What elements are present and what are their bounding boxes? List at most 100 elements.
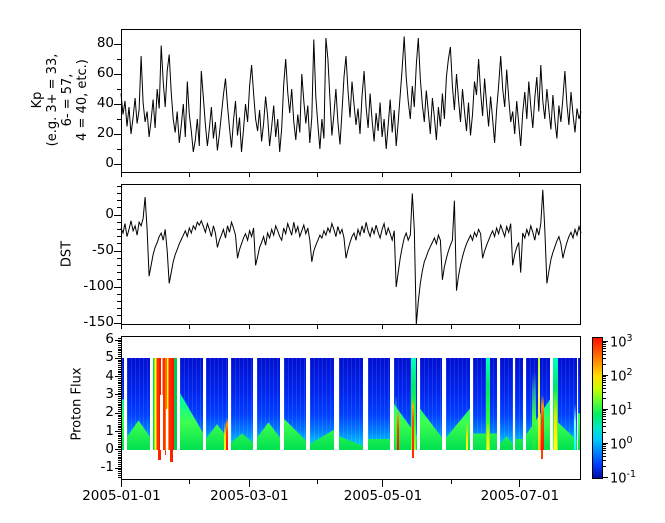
flux-minor-tick bbox=[118, 462, 121, 464]
colorbar-minor-tick bbox=[603, 447, 606, 449]
dst-minor-tick bbox=[117, 315, 121, 317]
flux-data-gap bbox=[160, 394, 164, 450]
flux-enhancement-streak bbox=[396, 408, 400, 450]
dst-xtick bbox=[382, 325, 384, 329]
flux-ytick-label: 1 bbox=[105, 422, 114, 439]
dst-minor-tick bbox=[117, 221, 121, 223]
flux-data-block bbox=[257, 358, 280, 450]
colorbar-minor-tick bbox=[603, 364, 606, 366]
flux-low-energy-zone bbox=[257, 422, 280, 450]
flux-data-block bbox=[368, 358, 390, 450]
colorbar-minor-tick bbox=[603, 358, 606, 360]
kp-major-tick bbox=[114, 163, 121, 165]
flux-data-block bbox=[420, 358, 442, 450]
dst-minor-tick bbox=[117, 236, 121, 238]
flux-enhancement-streak bbox=[487, 420, 490, 450]
flux-minor-tick bbox=[118, 473, 121, 475]
flux-major-tick bbox=[115, 449, 121, 451]
flux-minor-tick bbox=[118, 405, 121, 407]
flux-minor-tick bbox=[118, 370, 121, 372]
dst-minor-tick bbox=[117, 272, 121, 274]
colorbar-label-exponent: 1 bbox=[626, 401, 633, 412]
colorbar-label-base: 10 bbox=[610, 369, 627, 385]
colorbar-minor-tick bbox=[603, 444, 606, 446]
colorbar-tick-label: 10-1 bbox=[610, 469, 636, 485]
flux-minor-tick bbox=[118, 388, 121, 390]
dst-major-tick bbox=[114, 286, 121, 288]
flux-minor-tick bbox=[118, 445, 121, 447]
kp-xtick bbox=[451, 173, 452, 177]
flux-minor-tick bbox=[118, 436, 121, 438]
flux-minor-tick bbox=[118, 368, 121, 370]
kp-minor-tick bbox=[117, 88, 121, 90]
dst-minor-tick bbox=[117, 207, 121, 209]
colorbar-major-tick bbox=[603, 476, 608, 478]
kp-ytick-label: 40 bbox=[96, 95, 114, 111]
dst-ytick-label: -50 bbox=[91, 242, 114, 258]
flux-minor-tick bbox=[118, 427, 121, 429]
proton-flux-heatmap bbox=[121, 358, 581, 462]
flux-event-tail bbox=[164, 450, 167, 455]
flux-minor-tick bbox=[118, 346, 121, 348]
flux-minor-tick bbox=[118, 361, 121, 363]
flux-data-block bbox=[446, 358, 470, 450]
colorbar-tick-label: 103 bbox=[610, 333, 633, 349]
xaxis-minor-tick bbox=[188, 480, 190, 484]
flux-data-block bbox=[180, 358, 203, 450]
kp-xtick bbox=[188, 173, 190, 177]
dst-minor-tick bbox=[117, 200, 121, 202]
colorbar-minor-tick bbox=[603, 426, 606, 428]
flux-low-energy-zone bbox=[500, 436, 513, 450]
flux-data-block bbox=[231, 358, 253, 450]
flux-ytick-label: 5 bbox=[105, 349, 114, 366]
flux-minor-tick bbox=[118, 392, 121, 394]
flux-minor-tick bbox=[118, 401, 121, 403]
flux-minor-tick bbox=[118, 377, 121, 379]
colorbar-minor-tick bbox=[603, 376, 606, 378]
flux-data-block bbox=[127, 358, 150, 450]
flux-event-tail bbox=[412, 450, 414, 458]
flux-minor-tick bbox=[118, 438, 121, 440]
flux-minor-tick bbox=[118, 441, 121, 443]
kp-panel bbox=[121, 29, 581, 173]
flux-minor-tick bbox=[118, 398, 121, 400]
flux-minor-tick bbox=[118, 359, 121, 361]
colorbar-minor-tick bbox=[603, 392, 606, 394]
flux-enhancement-streak bbox=[574, 404, 577, 450]
colorbar-minor-tick bbox=[603, 379, 606, 381]
colorbar-label-exponent: -1 bbox=[626, 469, 637, 480]
dst-minor-tick bbox=[117, 185, 121, 187]
flux-major-tick bbox=[115, 431, 121, 432]
colorbar-minor-tick bbox=[603, 445, 606, 447]
flux-ytick-label: 6 bbox=[105, 331, 114, 347]
flux-minor-tick bbox=[118, 407, 121, 409]
colorbar-minor-tick bbox=[603, 354, 606, 356]
flux-minor-tick bbox=[118, 409, 121, 411]
flux-data-block bbox=[553, 358, 577, 450]
flux-minor-tick bbox=[118, 379, 121, 381]
flux-enhancement-streak bbox=[532, 371, 536, 450]
colorbar-label-exponent: 0 bbox=[626, 435, 633, 446]
colorbar-minor-tick bbox=[603, 348, 606, 350]
colorbar-minor-tick bbox=[603, 342, 606, 344]
dst-xtick bbox=[317, 325, 319, 329]
dst-minor-tick bbox=[117, 243, 121, 245]
flux-minor-tick bbox=[118, 365, 121, 367]
xaxis-date-label: 2005-01-01 bbox=[82, 488, 161, 504]
flux-enhancement-streak bbox=[554, 390, 557, 450]
kp-xtick bbox=[120, 173, 122, 177]
flux-minor-tick bbox=[118, 410, 121, 412]
flux-minor-tick bbox=[118, 366, 121, 368]
xaxis-date-label: 2005-03-01 bbox=[210, 488, 289, 504]
kp-ytick-label: 60 bbox=[96, 65, 114, 81]
flux-minor-tick bbox=[118, 452, 121, 454]
flux-minor-tick bbox=[118, 414, 121, 416]
dst-major-tick bbox=[114, 214, 121, 216]
colorbar-label-exponent: 3 bbox=[626, 333, 633, 344]
flux-ytick-label: 4 bbox=[105, 367, 114, 384]
kp-xtick bbox=[248, 173, 250, 177]
colorbar-minor-tick bbox=[603, 456, 606, 458]
colorbar-minor-tick bbox=[603, 410, 606, 412]
dst-xtick bbox=[188, 325, 190, 329]
flux-minor-tick bbox=[118, 355, 121, 357]
